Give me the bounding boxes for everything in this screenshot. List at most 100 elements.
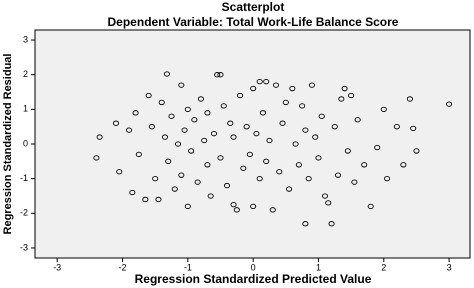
point [148, 124, 155, 130]
point [325, 200, 332, 206]
chart-title: Scatterplot [222, 0, 285, 14]
x-tick-label: 2 [381, 262, 386, 272]
point [406, 96, 413, 102]
point [210, 130, 218, 137]
point [308, 82, 315, 88]
point [135, 151, 142, 158]
point [321, 193, 329, 199]
point [204, 110, 211, 116]
point [230, 201, 237, 208]
point [410, 125, 417, 132]
point [220, 103, 227, 109]
point [243, 124, 250, 130]
x-tick-label: -3 [53, 262, 61, 272]
point [233, 207, 240, 213]
x-tick-label: 1 [316, 262, 321, 272]
point [367, 203, 374, 210]
point [393, 124, 400, 130]
point [269, 207, 276, 213]
point [174, 141, 182, 147]
point [158, 99, 165, 106]
point [161, 134, 169, 140]
y-tick-label: 2 [23, 69, 28, 79]
point [253, 130, 260, 137]
x-tick-label: 0 [251, 262, 256, 272]
point [312, 134, 319, 140]
point [351, 179, 358, 185]
y-tick-label: 1 [23, 104, 28, 114]
point [145, 92, 152, 99]
y-tick-label: -2 [20, 208, 28, 218]
point [230, 134, 237, 140]
point [276, 169, 283, 175]
point [331, 124, 338, 130]
point [413, 148, 420, 154]
point [328, 221, 335, 227]
point [207, 193, 214, 199]
point [250, 203, 257, 210]
y-tick-label: -1 [20, 173, 28, 183]
point [223, 182, 231, 189]
point [263, 158, 270, 164]
point [338, 96, 345, 102]
point [214, 72, 221, 78]
point [263, 78, 270, 85]
point [129, 189, 136, 196]
point [237, 92, 244, 99]
x-tick-label: 3 [447, 262, 452, 272]
point [163, 71, 170, 77]
plot-area [34, 29, 471, 259]
point [279, 120, 286, 126]
point [315, 155, 322, 161]
point [184, 203, 191, 210]
point [165, 158, 172, 164]
point [400, 162, 407, 168]
point [171, 186, 178, 192]
point [259, 110, 267, 116]
point [178, 82, 185, 88]
point [256, 78, 263, 85]
point [344, 148, 351, 154]
x-tick-label: -2 [119, 262, 127, 272]
point [132, 110, 139, 116]
point [181, 127, 188, 133]
x-tick-label: -1 [184, 262, 192, 272]
point [302, 127, 309, 133]
point [318, 113, 325, 119]
point [168, 113, 175, 119]
point [246, 151, 253, 158]
point [272, 82, 280, 88]
point [217, 155, 224, 161]
y-tick-label: 3 [23, 34, 28, 44]
y-axis-label: Regression Standardized Residual [2, 54, 14, 235]
point [305, 176, 312, 182]
point [383, 176, 391, 182]
point [240, 165, 247, 171]
point [302, 221, 309, 227]
point [341, 85, 348, 92]
point [194, 179, 201, 185]
point [286, 186, 293, 192]
point [191, 117, 198, 123]
chart-subtitle: Dependent Variable: Total Work-Life Bala… [108, 15, 399, 29]
y-tick-label: 0 [23, 138, 28, 148]
point [217, 72, 224, 78]
point [152, 176, 159, 182]
point [299, 103, 306, 109]
point [112, 120, 120, 126]
point [295, 162, 302, 168]
point [142, 196, 149, 203]
point [380, 106, 387, 112]
point [227, 120, 234, 126]
point [354, 117, 361, 123]
point [204, 162, 211, 168]
point [116, 169, 123, 175]
y-tick-label: -3 [20, 242, 28, 252]
point [178, 172, 185, 178]
point [361, 162, 368, 168]
point [197, 96, 204, 102]
point [335, 172, 342, 178]
point [188, 148, 195, 154]
